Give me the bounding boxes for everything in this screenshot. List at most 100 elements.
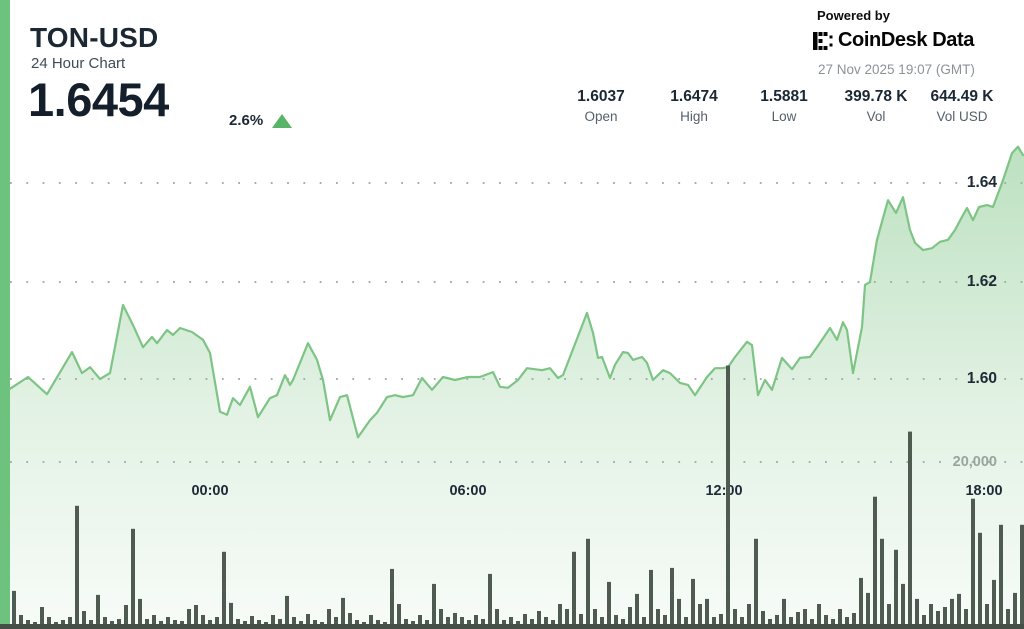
volume-bar xyxy=(775,615,779,629)
volume-bar xyxy=(600,617,604,629)
stat-vol: 399.78 K Vol xyxy=(811,88,941,124)
volume-bar xyxy=(572,551,576,629)
volume-bar xyxy=(565,609,569,629)
volume-bar xyxy=(761,611,765,629)
volume-bar xyxy=(915,598,919,629)
gridlines xyxy=(10,182,1024,463)
volume-bar xyxy=(649,569,653,629)
volume-bar xyxy=(19,615,23,629)
volume-bar xyxy=(131,528,135,629)
volume-bar xyxy=(663,615,667,629)
volume-bar xyxy=(152,615,156,629)
volume-bar xyxy=(1020,524,1024,629)
volume-bar xyxy=(614,615,618,629)
volume-bar xyxy=(922,615,926,629)
volume-bar xyxy=(684,617,688,629)
volume-bar xyxy=(341,597,345,629)
volume-bar xyxy=(628,607,632,629)
volume-bar xyxy=(453,613,457,629)
volume-bar xyxy=(124,605,128,629)
volume-bar xyxy=(754,538,758,629)
volume-bar xyxy=(789,617,793,629)
volume-bar xyxy=(460,617,464,629)
accent-bar xyxy=(0,0,10,624)
volume-bar xyxy=(75,505,79,629)
volume-bar xyxy=(866,592,870,629)
volume-bar xyxy=(726,365,730,629)
stat-vol-usd: 644.49 K Vol USD xyxy=(897,88,1024,124)
volume-bar xyxy=(1013,592,1017,629)
volume-bar xyxy=(327,609,331,629)
current-price: 1.6454 xyxy=(28,73,169,126)
volume-bar xyxy=(523,614,527,629)
volume-bar xyxy=(929,604,933,629)
volume-bar xyxy=(999,524,1003,629)
volume-bar xyxy=(187,609,191,629)
coindesk-logo-icon xyxy=(813,31,833,50)
volume-bar xyxy=(894,549,898,629)
volume-bar xyxy=(432,583,436,629)
volume-bar xyxy=(68,617,72,629)
change-percent: 2.6% xyxy=(229,112,264,129)
volume-bar xyxy=(229,602,233,629)
volume-bar xyxy=(733,609,737,629)
volume-bar xyxy=(222,551,226,629)
volume-baseline xyxy=(0,624,1024,629)
volume-bar xyxy=(166,617,170,629)
up-triangle-icon xyxy=(272,113,293,128)
volume-bar xyxy=(824,615,828,629)
brand-name: CoinDesk Data xyxy=(838,29,974,51)
volume-bar xyxy=(593,609,597,629)
volume-bar xyxy=(215,617,219,629)
volume-bar xyxy=(586,538,590,629)
volume-bar xyxy=(656,609,660,629)
volume-bar xyxy=(957,593,961,629)
volume-bar xyxy=(782,598,786,629)
volume-bar xyxy=(285,595,289,629)
volume-bar xyxy=(334,617,338,629)
volume-bar xyxy=(488,573,492,629)
volume-bar xyxy=(859,577,863,629)
volume-bar xyxy=(474,615,478,629)
volume-bar xyxy=(103,617,107,629)
volume-bar xyxy=(292,617,296,629)
stat-high-label: High xyxy=(680,109,708,124)
volume-bar xyxy=(635,593,639,629)
volume-bar xyxy=(369,615,373,629)
stat-vol-value: 399.78 K xyxy=(844,88,908,105)
volume-bar xyxy=(670,567,674,629)
volume-bar xyxy=(705,598,709,629)
volume-bar xyxy=(985,604,989,629)
volume-bar xyxy=(1006,609,1010,629)
stat-open: 1.6037 Open xyxy=(536,88,666,124)
volume-bar xyxy=(691,578,695,629)
volume-bar xyxy=(992,579,996,629)
volume-bar xyxy=(439,609,443,629)
stat-open-value: 1.6037 xyxy=(577,88,625,105)
brand-row: CoinDesk Data xyxy=(813,29,974,52)
volume-bar xyxy=(138,598,142,629)
volume-bar xyxy=(348,613,352,629)
volume-bar xyxy=(880,538,884,629)
volume-bar xyxy=(719,614,723,629)
volume-bar xyxy=(271,615,275,629)
stat-vol-usd-label: Vol USD xyxy=(936,109,988,124)
stat-vol-label: Vol xyxy=(866,109,886,124)
volume-bar xyxy=(96,594,100,629)
volume-bar xyxy=(978,532,982,629)
volume-bar xyxy=(397,604,401,629)
volume-bar xyxy=(901,583,905,629)
volume-bar xyxy=(712,617,716,629)
volume-bar xyxy=(838,609,842,629)
volume-bar xyxy=(544,617,548,629)
volume-bar xyxy=(250,616,254,629)
volume-bar xyxy=(558,604,562,629)
volume-bar xyxy=(201,615,205,629)
price-area-fill xyxy=(10,146,1024,629)
volume-bar xyxy=(887,604,891,629)
volume-bar xyxy=(677,598,681,629)
stat-high: 1.6474 High xyxy=(629,88,759,124)
